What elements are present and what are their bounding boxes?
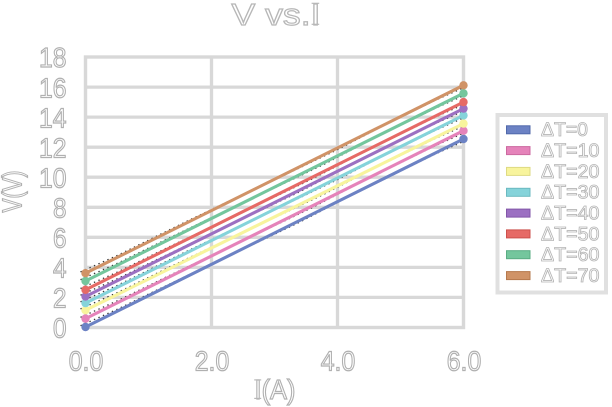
svg-text:ΔT=40: ΔT=40 bbox=[541, 204, 600, 225]
svg-text:ΔT=50: ΔT=50 bbox=[541, 224, 600, 245]
svg-text:ΔT=30: ΔT=30 bbox=[541, 183, 600, 204]
svg-text:ΔT=70: ΔT=70 bbox=[541, 266, 600, 287]
svg-text:8: 8 bbox=[53, 193, 67, 224]
svg-text:ΔT=0: ΔT=0 bbox=[541, 120, 588, 141]
svg-text:V vs.I: V vs.I bbox=[232, 0, 321, 32]
svg-text:10: 10 bbox=[39, 162, 67, 193]
svg-text:16: 16 bbox=[39, 72, 67, 103]
svg-text:0.0: 0.0 bbox=[69, 346, 104, 377]
svg-text:4: 4 bbox=[53, 253, 67, 284]
svg-text:6: 6 bbox=[53, 223, 67, 254]
svg-text:0: 0 bbox=[53, 313, 67, 344]
svg-text:18: 18 bbox=[39, 42, 67, 73]
svg-text:4.0: 4.0 bbox=[321, 346, 356, 377]
svg-text:2: 2 bbox=[53, 283, 67, 314]
svg-text:2.0: 2.0 bbox=[195, 346, 230, 377]
svg-text:I(A): I(A) bbox=[255, 374, 296, 405]
svg-text:V(V): V(V) bbox=[0, 171, 28, 213]
svg-text:ΔT=60: ΔT=60 bbox=[541, 245, 600, 266]
svg-text:6.0: 6.0 bbox=[447, 346, 482, 377]
svg-text:ΔT=10: ΔT=10 bbox=[541, 141, 600, 162]
svg-text:12: 12 bbox=[39, 132, 67, 163]
svg-text:ΔT=20: ΔT=20 bbox=[541, 162, 600, 183]
svg-text:14: 14 bbox=[39, 102, 67, 133]
